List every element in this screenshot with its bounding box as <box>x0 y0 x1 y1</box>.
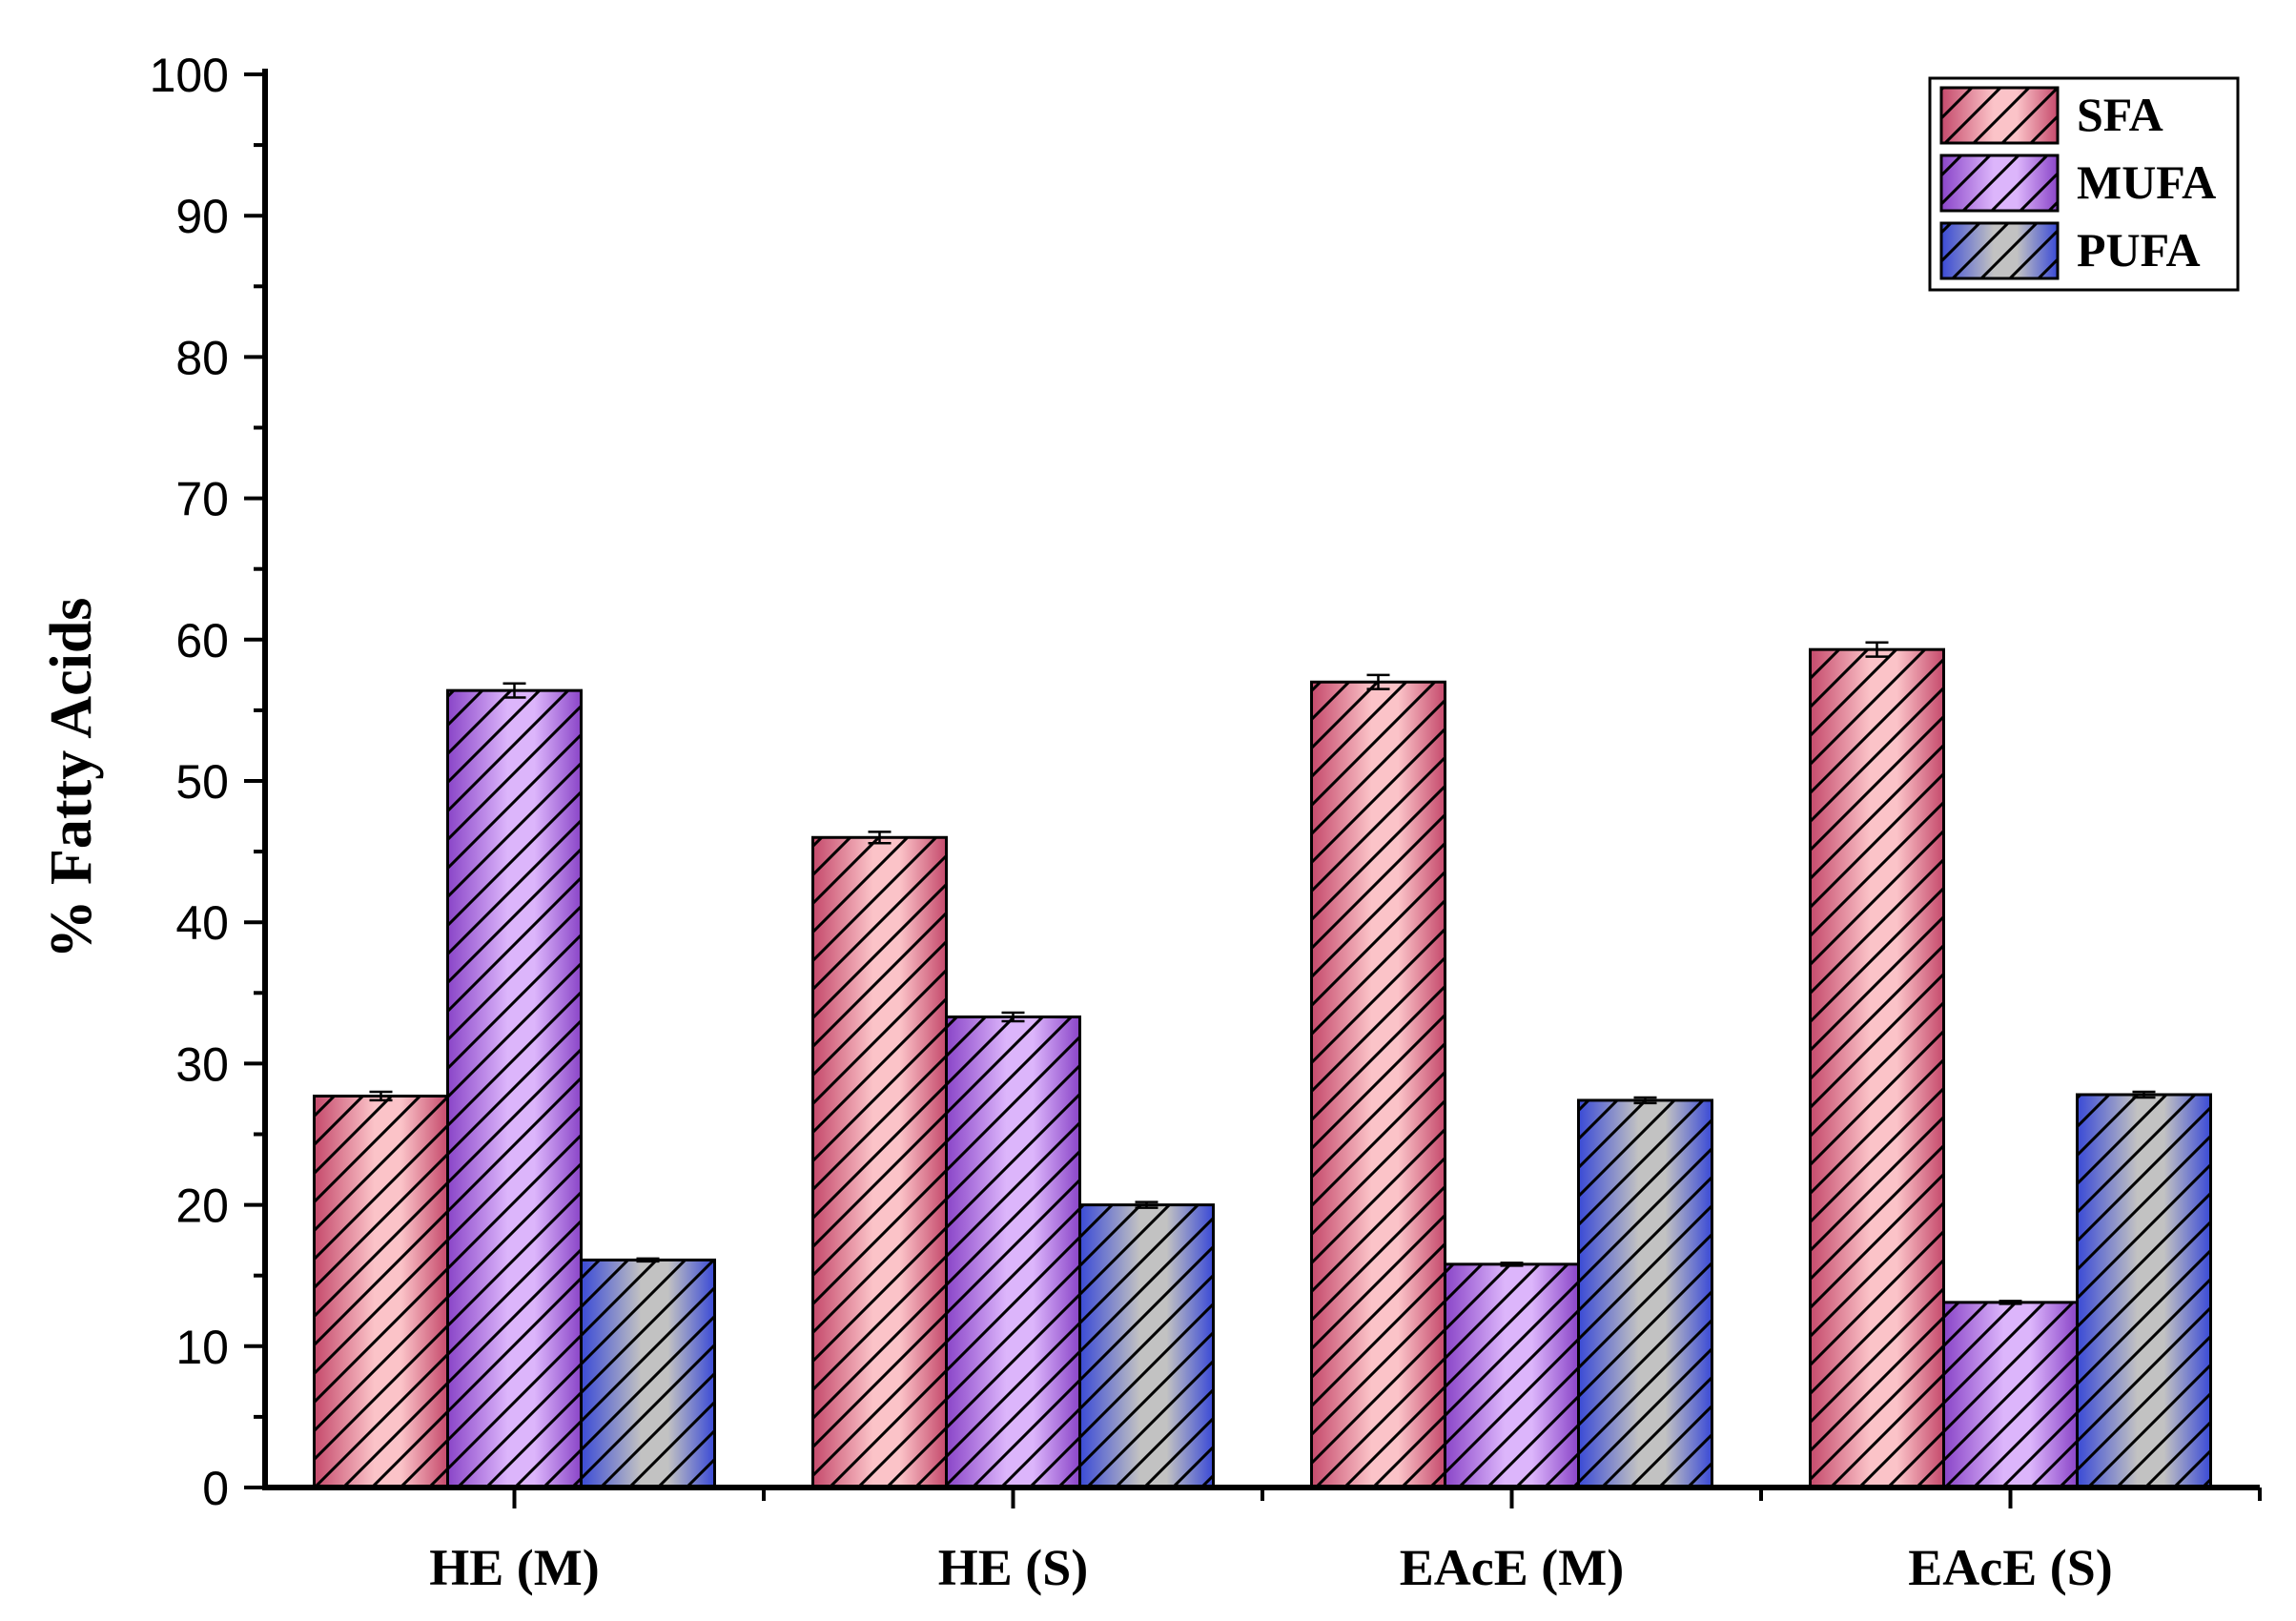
legend-item-sfa: SFA <box>1939 86 2163 145</box>
bar-sfa-3 <box>1809 647 1945 1489</box>
legend-swatch <box>1939 86 2060 145</box>
bar-pufa-1 <box>1078 1203 1215 1489</box>
x-tick-label: HE (S) <box>938 1539 1089 1596</box>
bar-pufa-2 <box>1577 1098 1713 1489</box>
bar-mufa-1 <box>945 1015 1081 1489</box>
legend-swatch <box>1939 221 2060 280</box>
error-bar-pufa-3 <box>2132 1090 2156 1099</box>
bar-mufa-3 <box>1942 1301 2079 1489</box>
error-bar-sfa-0 <box>369 1090 393 1102</box>
bar-pufa-0 <box>580 1258 716 1489</box>
x-tick-label: EAcE (S) <box>1908 1539 2113 1596</box>
y-tick-label: 40 <box>175 896 229 950</box>
error-bar-mufa-3 <box>1999 1300 2022 1305</box>
bar-sfa-2 <box>1310 680 1446 1489</box>
y-tick-label: 80 <box>175 331 229 384</box>
y-tick-label: 0 <box>202 1462 229 1515</box>
bars-layer <box>313 647 2212 1489</box>
y-tick-label: 10 <box>175 1321 229 1374</box>
x-tick-label: HE (M) <box>429 1539 599 1596</box>
error-bar-pufa-2 <box>1633 1096 1657 1105</box>
error-bar-sfa-2 <box>1366 673 1390 690</box>
legend-label: MUFA <box>2077 155 2216 209</box>
legend-item-mufa: MUFA <box>1939 154 2216 213</box>
error-bar-mufa-2 <box>1500 1262 1524 1267</box>
y-tick-label: 30 <box>175 1037 229 1091</box>
y-axis-label: % Fatty Acids <box>39 598 104 959</box>
error-bar-mufa-0 <box>502 682 526 699</box>
error-bar-pufa-1 <box>1135 1200 1158 1209</box>
ticks-layer: HE (M) HE (S) EAcE (M) EAcE (S) 0 10 20 30 40 50 6… <box>150 49 2262 1596</box>
error-bar-mufa-1 <box>1001 1011 1025 1023</box>
y-tick-label: 50 <box>175 755 229 809</box>
legend-label: SFA <box>2077 88 2163 141</box>
y-tick-label: 90 <box>175 190 229 243</box>
legend-swatch <box>1939 154 2060 213</box>
y-tick-label: 70 <box>175 473 229 526</box>
bar-pufa-3 <box>2076 1093 2212 1489</box>
x-tick-label: EAcE (M) <box>1400 1539 1624 1596</box>
error-bar-sfa-1 <box>868 831 892 845</box>
y-tick-label: 60 <box>175 614 229 667</box>
error-bar-pufa-0 <box>636 1257 660 1263</box>
y-tick-label: 20 <box>175 1180 229 1233</box>
bar-mufa-2 <box>1444 1262 1580 1489</box>
legend-label: PUFA <box>2077 223 2201 277</box>
y-tick-label: 100 <box>150 49 229 102</box>
bar-sfa-1 <box>811 835 948 1489</box>
error-bar-sfa-3 <box>1865 641 1889 658</box>
legend-item-pufa: PUFA <box>1939 221 2201 280</box>
error-bars-layer <box>369 641 2156 1305</box>
legend: SFA MUFA PUFA <box>1928 76 2240 292</box>
bar-mufa-0 <box>446 688 583 1489</box>
bar-sfa-0 <box>313 1094 449 1489</box>
